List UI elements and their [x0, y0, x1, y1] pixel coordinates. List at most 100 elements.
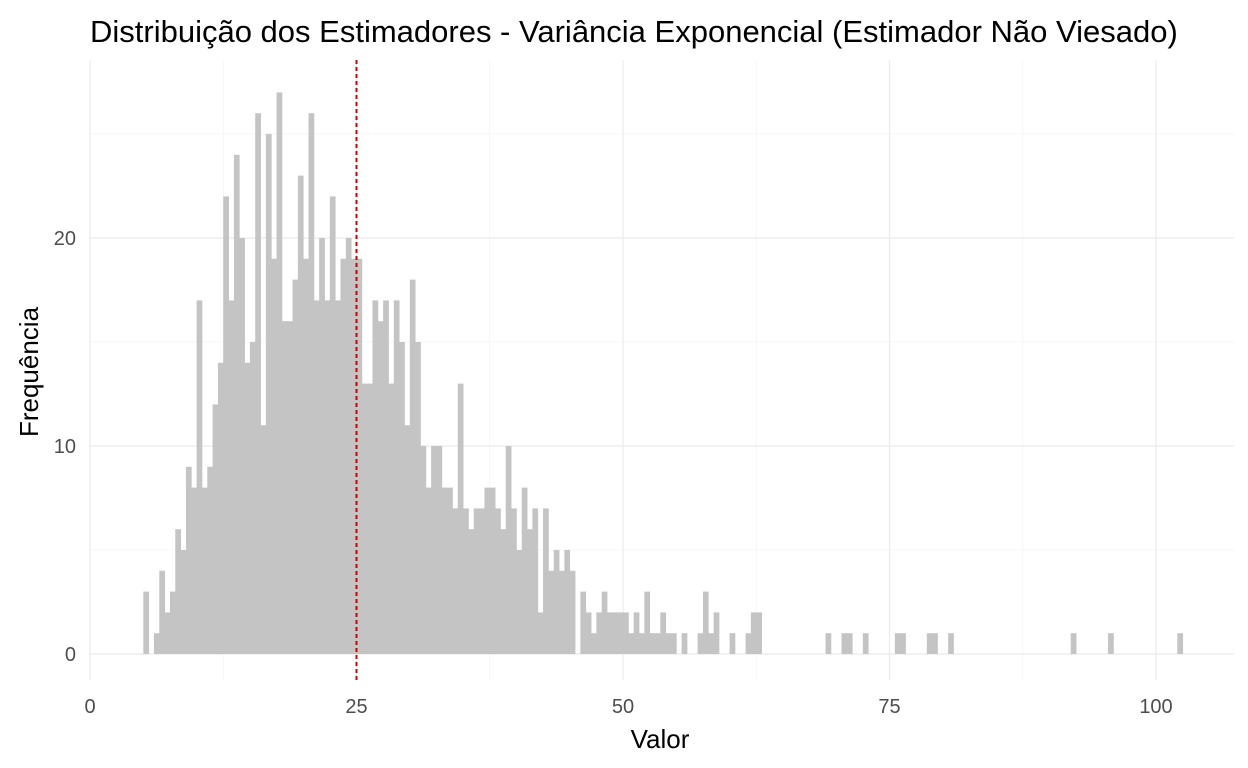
histogram-bar	[249, 342, 256, 654]
histogram-bar	[255, 113, 261, 654]
histogram-bar	[308, 113, 315, 654]
x-tick-label: 25	[345, 696, 367, 718]
histogram-bar	[511, 508, 517, 654]
y-tick-label: 0	[65, 644, 76, 666]
histogram-bar	[287, 321, 293, 654]
histogram-bar	[654, 633, 661, 654]
histogram-bar	[372, 300, 379, 654]
histogram-bar	[271, 258, 277, 654]
histogram-bar	[436, 446, 443, 654]
y-axis-ticks: 0 10 20	[54, 228, 76, 666]
histogram-bar	[276, 92, 283, 654]
histogram-bar	[484, 487, 491, 654]
histogram-bar	[319, 238, 325, 654]
histogram-bar	[495, 508, 501, 654]
histogram-bar	[324, 300, 331, 654]
histogram-bar	[425, 487, 432, 654]
histogram-bar	[697, 633, 704, 654]
histogram-bar	[665, 633, 672, 654]
histogram-bar	[900, 633, 906, 654]
x-tick-label: 50	[612, 696, 634, 718]
histogram-bar	[185, 466, 192, 654]
histogram-bar	[527, 529, 533, 654]
histogram-bar	[313, 300, 320, 654]
x-axis-ticks: 0 25 50 75 100	[84, 696, 1172, 718]
histogram-bar	[196, 300, 203, 654]
y-tick-label: 10	[54, 436, 76, 458]
histogram-bar	[463, 508, 469, 654]
histogram-bar	[335, 300, 341, 654]
histogram-bar	[591, 633, 597, 654]
histogram-bar	[452, 508, 459, 654]
histogram-bars	[143, 92, 1184, 655]
histogram-bar	[617, 612, 624, 654]
histogram-bar	[623, 612, 629, 654]
histogram-bar	[649, 633, 656, 654]
histogram-bar	[670, 633, 677, 654]
histogram-bar	[702, 591, 709, 654]
histogram-bar	[548, 570, 555, 654]
histogram-bar	[612, 612, 619, 654]
histogram-bar	[585, 612, 592, 654]
histogram-bar	[441, 487, 448, 654]
histogram-bar	[388, 383, 395, 654]
histogram-bar	[569, 570, 576, 654]
histogram-bar	[505, 446, 512, 654]
histogram-bar	[415, 342, 421, 654]
histogram-bar	[420, 446, 427, 654]
histogram-bar	[345, 238, 352, 654]
histogram-bar	[244, 362, 251, 654]
histogram-bar	[468, 529, 475, 654]
histogram-bar	[265, 134, 272, 654]
histogram-bar	[660, 612, 667, 654]
histogram-bar	[383, 300, 389, 654]
histogram-bar	[191, 487, 197, 654]
histogram-bar	[756, 612, 762, 654]
x-tick-label: 0	[84, 696, 95, 718]
histogram-bar	[473, 508, 480, 654]
histogram-bar	[201, 487, 208, 654]
histogram-bar	[431, 446, 437, 654]
histogram-bar	[409, 279, 416, 654]
histogram-bar	[143, 591, 150, 654]
histogram-bar	[708, 633, 715, 654]
histogram-bar	[367, 383, 373, 654]
histogram-bar	[846, 633, 853, 654]
histogram-bar	[356, 258, 363, 654]
histogram-bar	[207, 466, 213, 654]
histogram-bar	[633, 612, 640, 654]
histogram-bar	[447, 487, 453, 654]
histogram-bar	[153, 633, 160, 654]
histogram-bar	[1177, 633, 1184, 654]
histogram-bar	[932, 633, 938, 654]
x-axis-title: Valor	[631, 724, 690, 754]
histogram-bar	[457, 383, 464, 654]
histogram-bar	[303, 258, 309, 654]
chart-title: Distribuição dos Estimadores - Variância…	[90, 14, 1178, 49]
histogram-bar	[580, 591, 587, 654]
histogram-bar	[233, 154, 240, 655]
histogram-bar	[281, 321, 288, 654]
histogram-bar	[553, 550, 560, 654]
histogram-bar	[596, 612, 603, 654]
histogram-bar	[564, 550, 571, 654]
histogram-bar	[377, 321, 384, 654]
histogram-bar	[399, 342, 405, 654]
histogram-bar	[159, 570, 166, 654]
histogram-bar	[175, 529, 182, 654]
histogram-bar	[260, 425, 267, 654]
histogram-bar	[1070, 633, 1077, 654]
histogram-bar	[404, 425, 411, 654]
histogram-bar	[489, 487, 496, 654]
histogram-bar	[228, 300, 235, 654]
histogram-bar	[329, 196, 336, 654]
histogram-bar	[825, 633, 832, 654]
histogram-bar	[361, 383, 368, 654]
histogram-bar	[180, 550, 187, 654]
histogram-bar	[164, 612, 171, 654]
histogram-bar	[894, 633, 901, 654]
histogram-bar	[537, 612, 544, 654]
histogram-bar	[217, 362, 224, 654]
histogram-bar	[393, 300, 400, 654]
